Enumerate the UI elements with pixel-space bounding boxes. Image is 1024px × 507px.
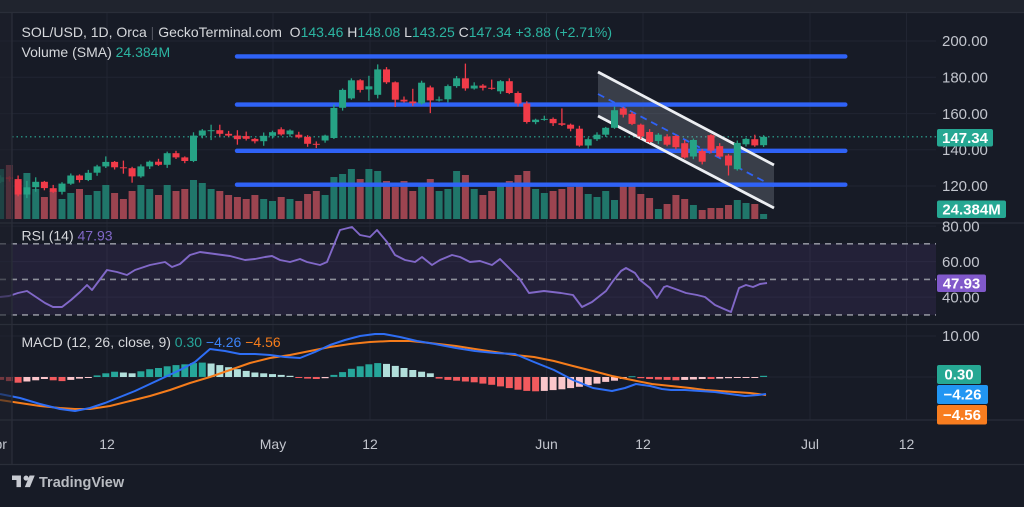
svg-text:40.00: 40.00 — [942, 289, 980, 306]
svg-text:12: 12 — [635, 436, 651, 452]
svg-text:160.00: 160.00 — [942, 106, 988, 123]
svg-text:Jun: Jun — [535, 436, 558, 452]
svg-text:TradingView: TradingView — [39, 475, 125, 491]
svg-text:47.93: 47.93 — [943, 275, 981, 292]
svg-text:Volume (SMA) 24.384M: Volume (SMA) 24.384M — [22, 44, 171, 60]
svg-text:24.384M: 24.384M — [942, 201, 1000, 218]
svg-text:180.00: 180.00 — [942, 70, 988, 87]
svg-text:SOL/USD, 1D, Orca | GeckoTermi: SOL/USD, 1D, Orca | GeckoTerminal.com O1… — [22, 24, 613, 40]
svg-text:Jul: Jul — [801, 436, 819, 452]
svg-text:200.00: 200.00 — [942, 33, 988, 50]
svg-text:12: 12 — [362, 436, 378, 452]
svg-text:Apr: Apr — [0, 436, 7, 452]
svg-text:12: 12 — [99, 436, 115, 452]
svg-text:10.00: 10.00 — [942, 328, 980, 345]
svg-text:−4.56: −4.56 — [943, 407, 981, 424]
svg-text:120.00: 120.00 — [942, 178, 988, 195]
svg-text:12: 12 — [899, 436, 915, 452]
svg-text:RSI (14) 47.93: RSI (14) 47.93 — [22, 228, 113, 244]
svg-text:MACD (12, 26, close, 9) 0.30 −: MACD (12, 26, close, 9) 0.30 −4.26 −4.56 — [22, 334, 281, 350]
svg-text:−4.26: −4.26 — [944, 387, 982, 404]
svg-text:80.00: 80.00 — [942, 218, 980, 235]
svg-text:0.30: 0.30 — [944, 367, 973, 384]
svg-text:147.34: 147.34 — [942, 130, 989, 147]
svg-text:May: May — [260, 436, 286, 452]
svg-text:60.00: 60.00 — [942, 254, 980, 271]
